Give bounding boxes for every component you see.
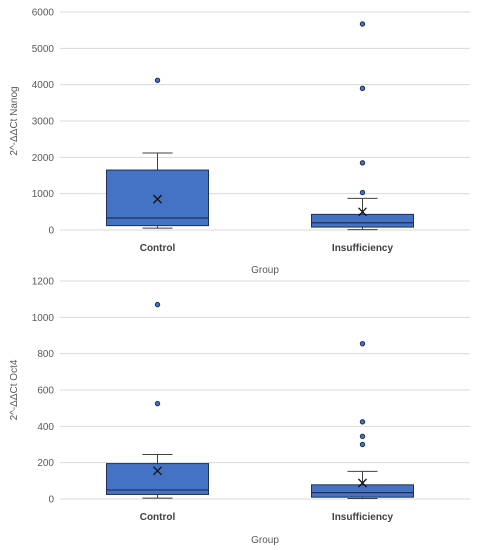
category-label: Control	[140, 512, 176, 523]
box-iqr	[106, 463, 209, 495]
outlier-point	[359, 419, 366, 425]
y-tick-label: 200	[37, 458, 54, 469]
y-tick-label: 0	[48, 226, 54, 237]
x-axis-label: Group	[251, 265, 279, 276]
y-axis-label: 2^-ΔΔCt Oct4	[9, 359, 20, 420]
x-axis-label: Group	[251, 535, 279, 546]
box-iqr	[311, 213, 414, 228]
box-iqr	[106, 169, 209, 227]
y-tick-label: 800	[37, 349, 54, 360]
mean-marker	[153, 466, 162, 476]
y-axis-label: 2^-ΔΔCt Nanog	[9, 86, 20, 155]
outlier-point	[359, 433, 366, 440]
mean-marker	[358, 478, 367, 488]
outlier-point	[359, 340, 366, 347]
y-tick-label: 0	[48, 495, 54, 506]
chart-1: 0 1000 2000 3000 4000 5000 6000 2^-ΔΔCt Nanog Gr…	[9, 8, 470, 276]
y-tick-label: 2000	[32, 153, 55, 164]
outlier-point	[359, 441, 366, 448]
category-label: Insufficiency	[332, 243, 394, 254]
mean-marker	[153, 194, 162, 204]
y-tick-label: 1000	[32, 313, 55, 324]
y-tick-label: 400	[37, 422, 54, 433]
outlier-point	[359, 21, 366, 27]
y-tick-label: 1200	[32, 277, 55, 288]
y-tick-label: 5000	[32, 44, 55, 55]
y-tick-label: 3000	[32, 117, 55, 128]
box-control	[106, 77, 209, 229]
box-insufficiency	[311, 21, 414, 231]
category-label: Insufficiency	[332, 512, 394, 523]
y-tick-label: 600	[37, 386, 54, 397]
outlier-point	[359, 189, 366, 196]
outlier-point	[154, 301, 161, 308]
y-tick-label: 6000	[32, 8, 55, 19]
y-tick-label: 4000	[32, 80, 55, 91]
category-label: Control	[140, 243, 176, 254]
box-insufficiency	[311, 340, 414, 499]
box-iqr	[311, 484, 414, 498]
y-tick-label: 1000	[32, 189, 55, 200]
outlier-point	[154, 400, 161, 407]
outlier-point	[359, 160, 366, 166]
outlier-point	[154, 77, 161, 84]
mean-marker	[358, 207, 367, 217]
outlier-point	[359, 85, 366, 92]
box-control	[106, 301, 209, 499]
chart-2: 0 200 400 600 800 1000 1200 2^-ΔΔCt Oct4 Group Co…	[9, 277, 470, 546]
